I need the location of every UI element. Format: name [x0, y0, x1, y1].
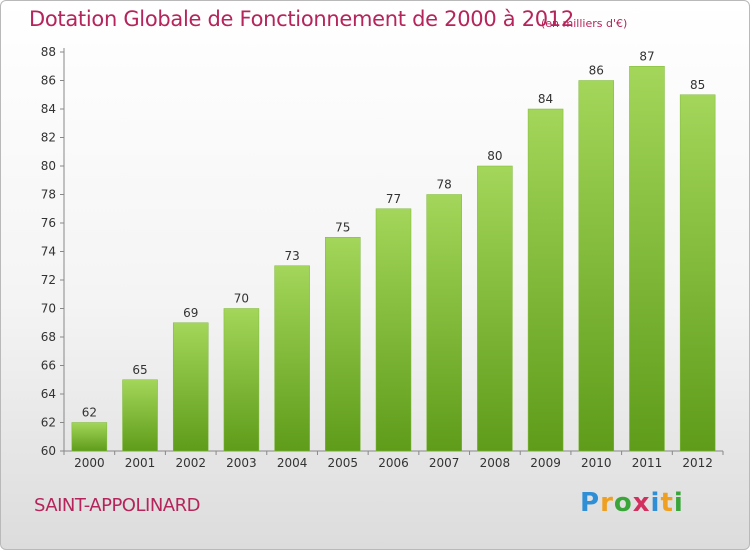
- data-label: 75: [335, 220, 350, 234]
- x-tick-label: 2004: [277, 456, 308, 470]
- bar: [527, 108, 564, 452]
- x-tick-label: 2006: [378, 456, 409, 470]
- x-tick-label: 2003: [226, 456, 257, 470]
- data-label: 84: [538, 92, 553, 106]
- data-label: 73: [284, 249, 299, 263]
- x-tick-label: 2010: [581, 456, 612, 470]
- bar: [223, 308, 260, 452]
- y-tick-label: 76: [41, 216, 56, 230]
- data-label: 69: [183, 306, 198, 320]
- x-tick-label: 2001: [125, 456, 156, 470]
- bar: [477, 165, 513, 452]
- y-tick-label: 74: [41, 245, 56, 259]
- bars: 62 65 69 70 73 75 77 78 80 84 86 87 85: [71, 49, 716, 452]
- x-tick-label: 2007: [429, 456, 460, 470]
- y-axis: 60 62 64 66 68 70 72 74 76 78 80 82 84 86 88: [41, 45, 723, 458]
- bar: [274, 265, 310, 452]
- x-axis: 2000 2001 2002 2003 2004 2005 2006 2007 2008 2009…: [63, 451, 724, 470]
- y-tick-label: 78: [41, 188, 56, 202]
- bar: [71, 422, 108, 452]
- x-tick-label: 2002: [175, 456, 206, 470]
- y-tick-label: 82: [41, 131, 56, 145]
- data-label: 85: [690, 78, 705, 92]
- bar: [375, 208, 412, 452]
- data-label: 70: [234, 292, 249, 306]
- x-tick-label: 2009: [530, 456, 561, 470]
- data-label: 62: [82, 406, 97, 420]
- y-tick-label: 70: [41, 302, 56, 316]
- x-tick-label: 2012: [682, 456, 713, 470]
- y-tick-label: 64: [41, 387, 56, 401]
- logo-letter: r: [600, 488, 614, 518]
- commune-name: SAINT-APPOLINARD: [34, 495, 200, 516]
- x-tick-label: 2000: [74, 456, 105, 470]
- bar: [122, 379, 158, 452]
- logo-letter: t: [660, 488, 674, 518]
- data-label: 77: [386, 192, 401, 206]
- bar: [578, 80, 615, 452]
- logo-letter: P: [580, 488, 601, 518]
- unit-note: (en milliers d'€): [541, 17, 628, 30]
- logo-letter: x: [632, 488, 651, 518]
- x-tick-label: 2011: [632, 456, 663, 470]
- logo-letter: i: [650, 488, 661, 518]
- x-tick-label: 2008: [480, 456, 511, 470]
- bar: [172, 322, 209, 452]
- data-label: 80: [487, 149, 502, 163]
- y-tick-label: 60: [41, 444, 56, 458]
- proxiti-logo: Proxiti: [580, 488, 684, 518]
- chart-title: Dotation Globale de Fonctionnement de 20…: [29, 7, 574, 31]
- y-tick-label: 88: [41, 45, 56, 59]
- bar: [325, 237, 361, 452]
- y-tick-label: 80: [41, 159, 56, 173]
- data-label: 78: [437, 178, 452, 192]
- data-label: 65: [132, 363, 147, 377]
- y-tick-label: 86: [41, 74, 56, 88]
- x-tick-label: 2005: [328, 456, 359, 470]
- data-label: 86: [589, 64, 604, 78]
- bar: [629, 66, 665, 452]
- y-tick-label: 84: [41, 102, 56, 116]
- y-tick-label: 66: [41, 359, 56, 373]
- y-tick-label: 68: [41, 330, 56, 344]
- bar: [679, 94, 716, 452]
- data-label: 87: [639, 49, 654, 63]
- logo-letter: o: [613, 488, 633, 518]
- y-tick-label: 72: [41, 273, 56, 287]
- bar: [426, 194, 462, 452]
- y-tick-label: 62: [41, 416, 56, 430]
- logo-letter: i: [673, 488, 684, 518]
